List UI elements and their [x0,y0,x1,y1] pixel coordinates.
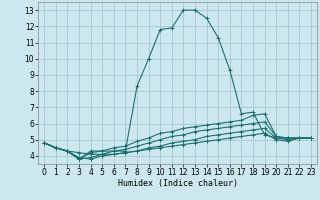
X-axis label: Humidex (Indice chaleur): Humidex (Indice chaleur) [118,179,238,188]
